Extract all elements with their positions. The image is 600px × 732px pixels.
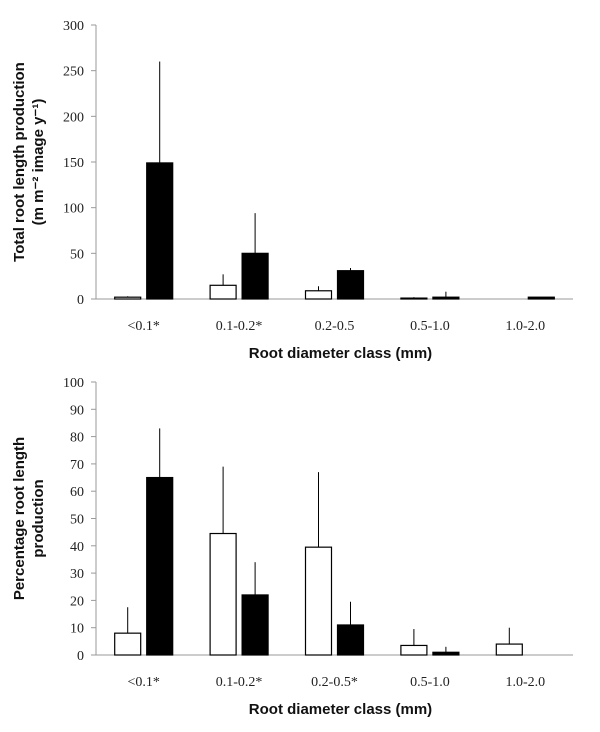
x-axis-title: Root diameter class (mm) [249,701,432,718]
y-axis-title: Total root length production (m m⁻² image… [11,62,47,262]
y-axis-title: Percentage root length production [11,437,47,600]
x-tick-label: 0.5-1.0 [410,319,450,334]
y-tick-label: 100 [63,202,84,217]
x-tick-label: <0.1* [127,319,159,334]
bar-filled [241,594,269,656]
x-tick-label: 0.5-1.0 [410,675,450,690]
y-tick-label: 0 [77,293,84,308]
bar-filled [432,296,460,300]
y-tick-label: 20 [70,594,84,609]
bar-filled [146,476,174,656]
y-tick-label: 200 [63,110,84,125]
percentage-root-length-chart: 0 10 20 30 40 50 60 70 80 90 100 <0.1* 0.1-0.2* 0.2-0… [11,376,573,718]
y-tick-label: 10 [70,622,84,637]
bar-open [400,644,428,656]
y-tick-label: 150 [63,156,84,171]
y-tick-label: 50 [70,513,84,528]
bar-open [114,296,142,300]
bar-open [114,632,142,656]
y-tick-label: 40 [70,540,84,555]
bar-open [304,546,333,656]
y-tick-label: 0 [77,649,84,664]
y-tick-label: 60 [70,485,84,500]
x-tick-label: 1.0-2.0 [505,675,545,690]
bar-open [400,297,428,300]
bar-open [304,290,333,300]
x-axis-title: Root diameter class (mm) [249,345,432,362]
bar-open [495,643,523,656]
bar-open [209,284,237,300]
bar-filled [241,252,269,300]
bar-filled [336,624,365,656]
y-tick-label: 80 [70,431,84,446]
y-tick-label: 50 [70,247,84,262]
x-tick-label: 1.0-2.0 [505,319,545,334]
y-tick-label: 70 [70,458,84,473]
bar-open [209,532,237,656]
y-tick-label: 300 [63,19,84,34]
total-root-length-chart: 0 50 100 150 200 250 300 <0.1* 0.1-0.2* 0.2-0.5 0.… [11,19,573,362]
x-tick-label: <0.1* [127,675,159,690]
bar-filled [527,296,555,300]
x-tick-label: 0.1-0.2* [216,319,263,334]
x-tick-label: 0.2-0.5* [311,675,358,690]
y-tick-label: 250 [63,65,84,80]
y-tick-label: 30 [70,567,84,582]
x-tick-label: 0.1-0.2* [216,675,263,690]
bar-filled [146,162,174,300]
bar-filled [336,270,365,300]
y-tick-label: 90 [70,403,84,418]
bar-filled [432,651,460,656]
y-tick-label: 100 [63,376,84,391]
x-tick-label: 0.2-0.5 [315,319,355,334]
